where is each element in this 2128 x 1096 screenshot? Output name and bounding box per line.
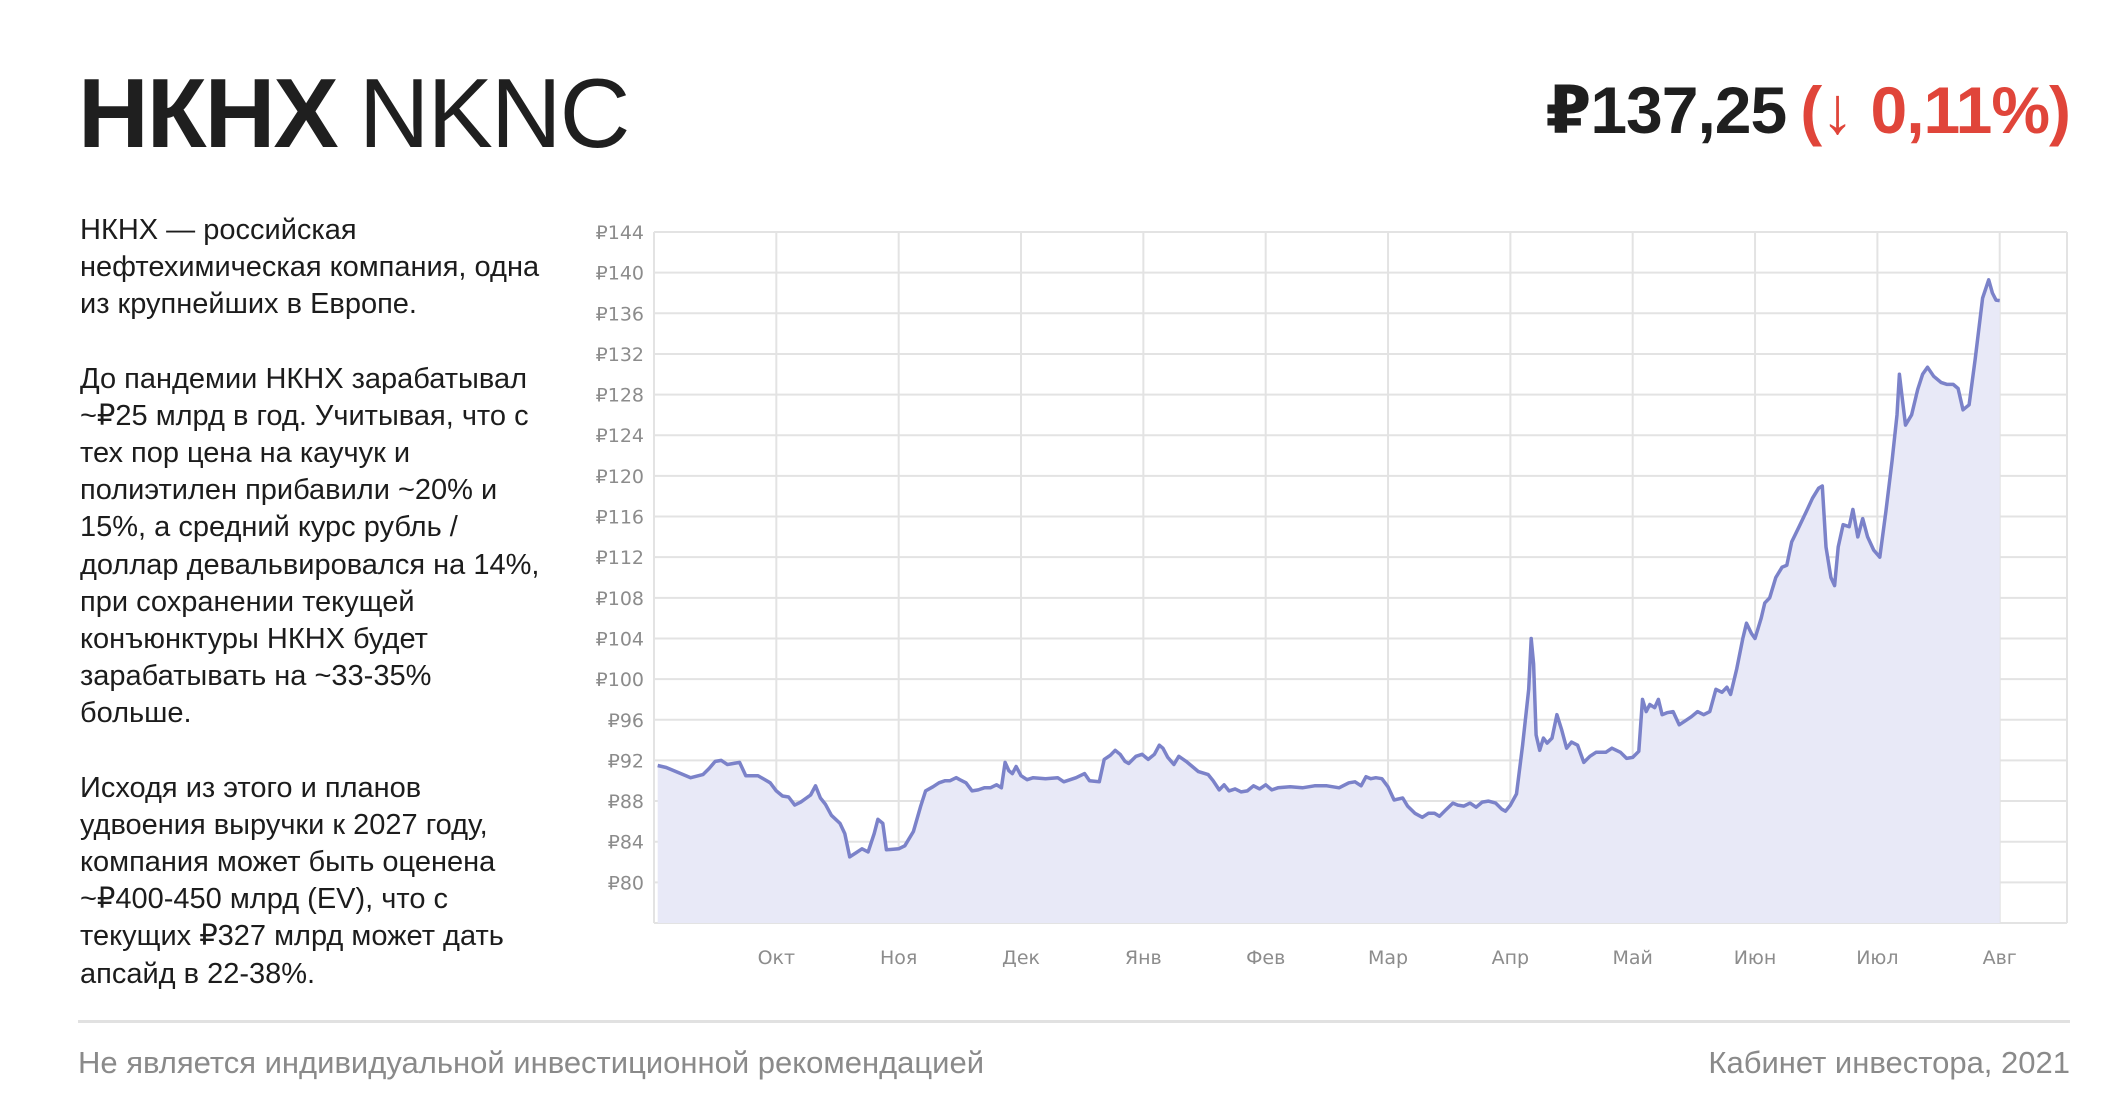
x-tick-label: Июл [1856,947,1898,969]
y-axis-ticks: ₽80 ₽84 ₽88 ₽92 ₽96 ₽100 ₽104 ₽108 ₽112 ₽116 ₽120 ₽… [596,222,644,894]
y-tick-label: ₽96 [608,710,644,732]
y-tick-label: ₽84 [608,832,644,854]
description-paragraph-2: До пандемии НКНХ зарабатывал ~₽25 млрд в… [80,362,540,730]
disclaimer: Не является индивидуальной инвестиционно… [78,1045,985,1080]
x-tick-label: Авг [1983,947,2017,969]
x-tick-label: Май [1613,947,1653,969]
x-tick-label: Июн [1734,947,1777,969]
y-tick-label: ₽104 [596,628,644,650]
y-tick-label: ₽80 [608,872,644,894]
y-tick-label: ₽112 [596,547,644,569]
y-tick-label: ₽132 [596,344,644,366]
y-tick-label: ₽124 [596,425,644,447]
description-paragraph-3: Исходя из этого и планов удвоения выручк… [80,771,504,990]
x-tick-label: Мар [1368,947,1408,969]
y-tick-label: ₽120 [596,466,644,488]
price-chart: ₽80 ₽84 ₽88 ₽92 ₽96 ₽100 ₽104 ₽108 ₽112 ₽116 ₽120 ₽… [596,222,2068,969]
page-title: НКНХ NKNC [78,58,631,168]
price-change: (↓ 0,11%) [1800,73,2071,147]
ticker-ru: НКНХ [78,58,339,168]
description: НКНХ — российская нефтехимическая компан… [80,212,550,1030]
description-paragraph-1: НКНХ — российская нефтехимическая компан… [80,214,540,321]
x-tick-label: Янв [1125,947,1162,969]
price-block: ₽137,25 (↓ 0,11%) [1545,70,2071,150]
y-tick-label: ₽100 [596,669,644,691]
y-tick-label: ₽140 [596,263,644,285]
x-tick-label: Апр [1492,947,1529,969]
y-tick-label: ₽108 [596,588,644,610]
price-line [657,278,2000,859]
y-tick-label: ₽144 [596,222,644,244]
y-tick-label: ₽136 [596,303,644,325]
y-tick-label: ₽128 [596,385,644,407]
x-axis-ticks: Окт Ноя Дек Янв Фев Мар Апр Май Июн Июл Авг [758,947,2017,969]
current-price: ₽137,25 [1545,73,1787,147]
x-tick-label: Дек [1002,947,1040,969]
y-tick-label: ₽88 [608,791,644,813]
price-area-fill [657,279,2000,923]
x-tick-label: Ноя [880,947,917,969]
y-tick-label: ₽92 [608,750,644,772]
y-tick-label: ₽116 [596,507,644,529]
footer-divider [78,1020,2070,1023]
ticker-en: NKNC [358,58,631,168]
source-label: Кабинет инвестора, 2021 [1708,1045,2070,1080]
x-tick-label: Окт [758,947,796,969]
x-tick-label: Фев [1246,947,1285,969]
